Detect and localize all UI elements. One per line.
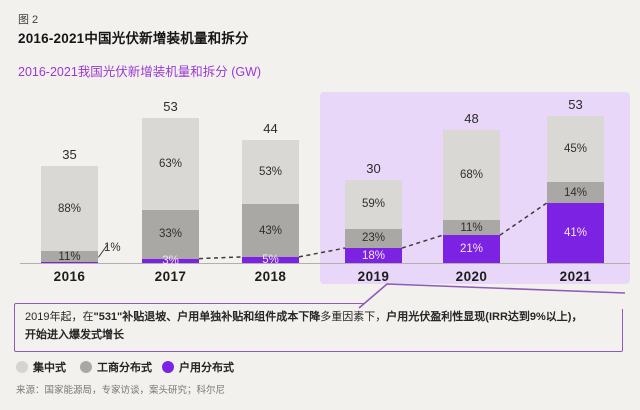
bar-segment-工商分布式 — [242, 204, 299, 257]
legend-item-centralized: 集中式 — [16, 360, 66, 374]
segment-label: 3% — [162, 254, 179, 267]
segment-label: 88% — [57, 202, 82, 215]
segment-label: 11% — [460, 221, 483, 234]
segment-label: 68% — [459, 169, 484, 182]
x-axis-label: 2021 — [559, 269, 592, 284]
legend-dot-residential — [162, 361, 174, 373]
chart-subtitle: 2016-2021我国光伏新增装机量和拆分 (GW) — [18, 65, 262, 79]
bar-segment-集中式 — [443, 130, 500, 221]
trend-line-segment — [198, 256, 243, 260]
legend-label-centralized: 集中式 — [33, 362, 66, 374]
figure-label: 图 2 — [18, 14, 39, 26]
legend-item-residential: 户用分布式 — [162, 360, 234, 374]
segment-label: 14% — [563, 186, 588, 199]
bar-segment-集中式 — [242, 139, 299, 205]
bar-segment-工商分布式 — [443, 220, 500, 236]
legend-label-commercial: 工商分布式 — [97, 362, 152, 374]
callout-text-segment: 开始进入爆发式增长 — [25, 328, 124, 341]
x-axis-label: 2016 — [53, 269, 86, 284]
bar-segment-户用分布式 — [345, 248, 402, 263]
segment-label: 33% — [158, 228, 183, 241]
segment-label: 18% — [361, 249, 386, 262]
bar-total-label: 35 — [62, 147, 77, 163]
bar-segment-户用分布式 — [242, 256, 299, 263]
bar-total-label: 48 — [464, 111, 479, 127]
source-note: 来源：国家能源局，专家访谈，案头研究；科尔尼 — [16, 385, 226, 396]
legend-item-commercial: 工商分布式 — [80, 360, 152, 374]
x-axis-label: 2019 — [357, 269, 390, 284]
bar-segment-工商分布式 — [345, 228, 402, 249]
bar-total-label: 44 — [263, 120, 278, 136]
chart-area: 11% 88% 35 2016 3% 33% 63% 53 2017 5% 43% 53% 44 2018… — [20, 85, 630, 290]
segment-label-outside: 1% — [104, 242, 121, 254]
segment-label: 23% — [361, 232, 386, 245]
x-axis-label: 2017 — [154, 269, 187, 284]
segment-label: 43% — [258, 224, 283, 237]
callout-box: 2019年起，在"531"补贴退坡、户用单独补贴和组件成本下降多重因素下，户用光… — [14, 283, 626, 352]
legend-dot-commercial — [80, 361, 92, 373]
bar-segment-工商分布式 — [142, 210, 199, 259]
callout-text-segment: "531"补贴退坡、户用单独补贴和组件成本下降 — [93, 311, 321, 323]
legend-dot-centralized — [16, 361, 28, 373]
legend-label-residential: 户用分布式 — [179, 362, 234, 374]
callout-text-segment: 2019年起，在 — [25, 311, 94, 323]
bar-segment-集中式 — [142, 117, 199, 211]
segment-label: 59% — [361, 198, 386, 211]
bar-total-label: 53 — [163, 98, 178, 114]
bar-segment-工商分布式 — [547, 182, 604, 203]
bar-segment-集中式 — [547, 116, 604, 183]
callout-text-segment: 户用光伏盈利性显现(IRR达到9%以上)， — [386, 311, 583, 323]
segment-label: 41% — [563, 226, 588, 239]
x-axis-line — [20, 263, 630, 264]
bar-segment-户用分布式 — [142, 258, 199, 263]
callout-tail — [358, 283, 626, 309]
segment-label: 45% — [563, 143, 588, 156]
callout-text-segment: 多重因素下， — [320, 311, 387, 323]
segment-label: 53% — [258, 166, 283, 179]
bar-total-label: 30 — [366, 160, 381, 176]
bar-segment-户用分布式 — [443, 235, 500, 263]
bar-segment-集中式 — [345, 179, 402, 229]
segment-label: 21% — [459, 243, 484, 256]
bar-segment-户用分布式 — [41, 262, 98, 263]
bar-segment-集中式 — [41, 166, 98, 252]
x-axis-label: 2020 — [455, 269, 488, 284]
segment-label: 5% — [262, 253, 279, 266]
bar-segment-户用分布式 — [547, 202, 604, 263]
callout-text: 2019年起，在"531"补贴退坡、户用单独补贴和组件成本下降多重因素下，户用光… — [25, 309, 613, 344]
segment-label: 11% — [58, 250, 81, 263]
segment-label: 63% — [158, 157, 183, 170]
page-title: 2016-2021中国光伏新增装机量和拆分 — [18, 31, 249, 46]
bar-segment-工商分布式 — [41, 251, 98, 263]
legend: 集中式 工商分布式 户用分布式 — [0, 360, 640, 376]
x-axis-label: 2018 — [254, 269, 287, 284]
bar-total-label: 53 — [568, 97, 583, 113]
